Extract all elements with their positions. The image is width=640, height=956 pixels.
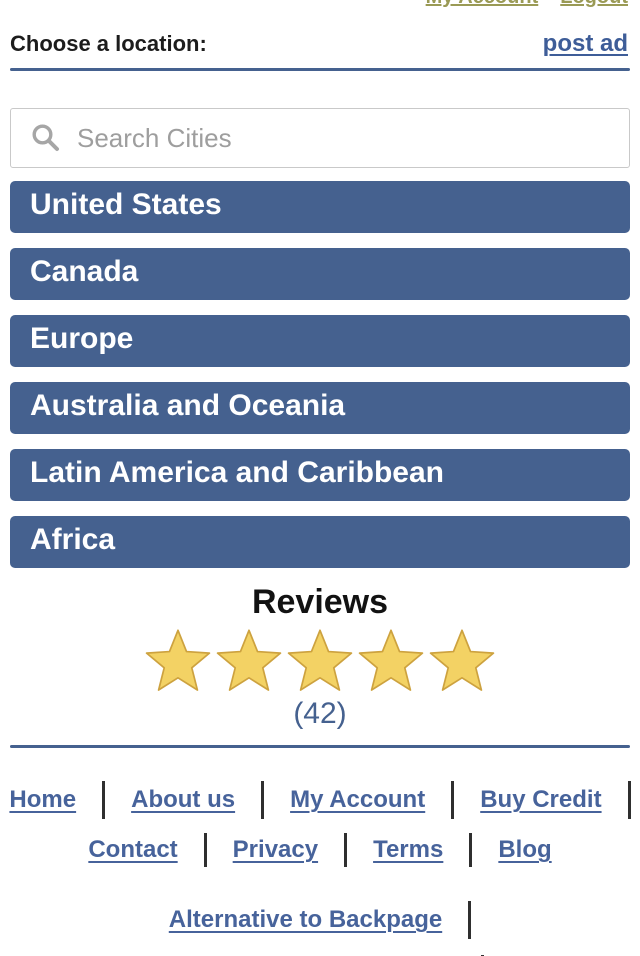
footer-separator [261,781,265,819]
footer-link-privacy[interactable]: Privacy [232,836,319,863]
footer-link-about-us[interactable]: About us [131,786,236,813]
footer-partial-row [0,951,640,956]
location-list: United States Canada Europe Australia an… [10,181,630,568]
my-account-link-top[interactable]: My Account [426,0,539,9]
star-rating [0,627,640,693]
footer-separator [203,833,207,867]
logout-link[interactable]: Logout [560,0,628,9]
footer-row-3: Alternative to Backpage [0,901,640,939]
footer-row-2: Contact Privacy Terms Blog [0,833,640,867]
footer-link-terms[interactable]: Terms [373,836,444,863]
star-icon [216,629,282,691]
search-input[interactable] [77,122,557,154]
star-icon [429,629,495,691]
header-bar: Choose a location: post ad [0,0,640,58]
location-button-united-states[interactable]: United States [10,181,630,233]
footer-link-alternative-to-backpage[interactable]: Alternative to Backpage [168,906,443,933]
reviews-section: Reviews (42) [0,583,640,731]
footer-separator [344,833,348,867]
review-count: (42) [293,697,347,730]
footer-separator [102,781,106,819]
star-icon [358,629,424,691]
footer-separator [468,901,472,939]
search-box[interactable] [10,108,630,168]
footer-link-buy-credit[interactable]: Buy Credit [480,786,602,813]
footer-link-my-account[interactable]: My Account [290,786,426,813]
footer-link-contact[interactable]: Contact [88,836,178,863]
header-divider [10,68,630,71]
footer-link-home[interactable]: Home [9,786,77,813]
page-title: Choose a location: [10,31,207,56]
reviews-title: Reviews [251,583,389,621]
footer-divider [10,745,630,748]
post-ad-link[interactable]: post ad [542,30,628,57]
footer-link-blog[interactable]: Blog [498,836,552,863]
search-icon [32,124,59,151]
account-links: My Account Logout [426,0,628,9]
location-button-canada[interactable]: Canada [10,248,630,300]
footer-separator [627,781,631,819]
footer-row-1: Home About us My Account Buy Credit [0,781,640,819]
footer-separator [469,833,473,867]
footer-separator [451,781,455,819]
location-button-australia-oceania[interactable]: Australia and Oceania [10,382,630,434]
star-icon [145,629,211,691]
star-icon [287,629,353,691]
location-button-africa[interactable]: Africa [10,516,630,568]
location-button-europe[interactable]: Europe [10,315,630,367]
location-button-latin-america-caribbean[interactable]: Latin America and Caribbean [10,449,630,501]
